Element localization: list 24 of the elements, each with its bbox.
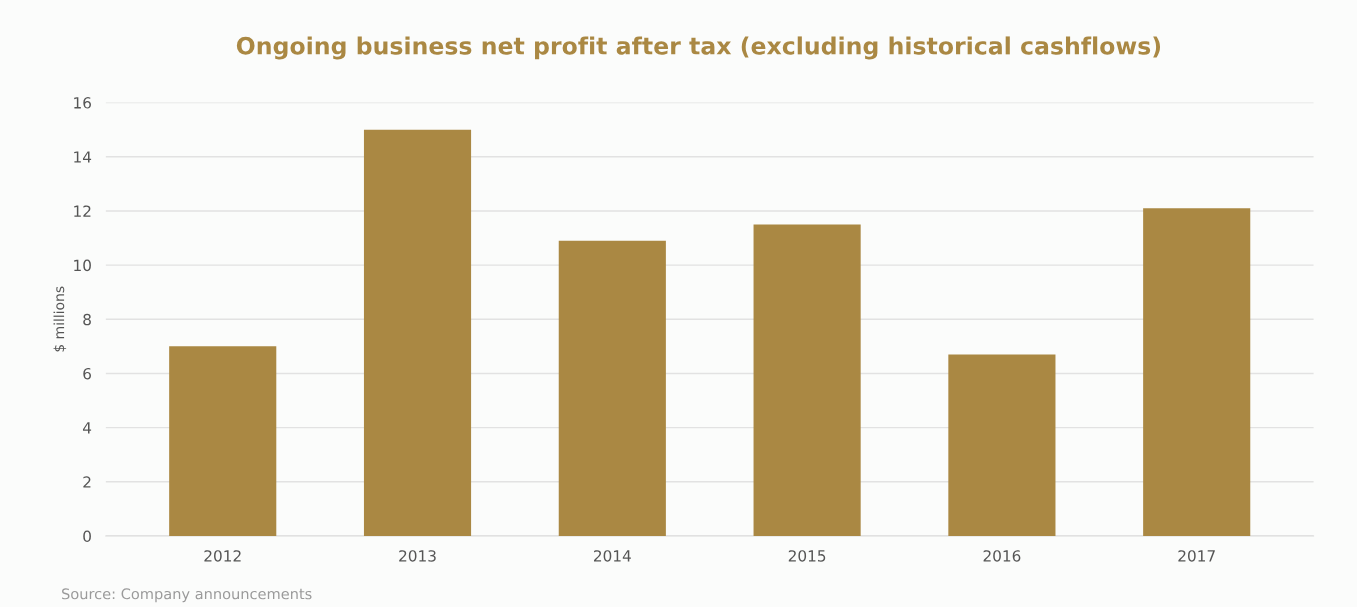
bar	[558, 240, 666, 536]
y-tick-label: 2	[83, 476, 91, 488]
y-tick-label: 0	[83, 530, 91, 542]
y-tick-label: 10	[74, 259, 91, 272]
chart-title: Ongoing business net profit after tax (excluding historical cashflows)	[236, 36, 1161, 60]
y-tick-label: 16	[74, 97, 91, 109]
x-tick-label: 2017	[1178, 550, 1215, 562]
y-tick-label: 12	[74, 205, 91, 217]
y-tick-label: 6	[83, 367, 91, 380]
x-tick-label: 2012	[204, 550, 241, 562]
x-tick-label: 2016	[983, 550, 1021, 562]
y-tick-label: 8	[83, 313, 91, 326]
bar	[1143, 208, 1251, 536]
bar	[753, 224, 861, 536]
source-note: Source: Company announcements	[62, 588, 312, 603]
y-tick-label: 4	[82, 422, 92, 434]
x-tick-label: 2013	[399, 550, 436, 562]
x-tick-label: 2014	[593, 550, 631, 562]
bar	[948, 354, 1056, 536]
y-axis-title: $ millions	[53, 286, 67, 352]
bar	[363, 129, 472, 536]
bar	[169, 346, 277, 536]
x-tick-label: 2015	[788, 550, 826, 562]
y-tick-label: 14	[74, 151, 92, 163]
